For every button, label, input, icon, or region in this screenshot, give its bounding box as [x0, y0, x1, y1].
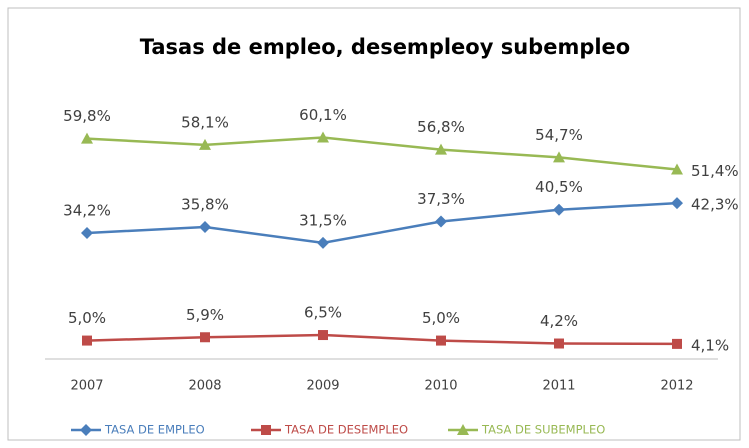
data-label: 5,0% — [422, 309, 460, 327]
data-label: 4,2% — [540, 312, 578, 330]
marker — [199, 221, 211, 234]
marker — [82, 335, 92, 346]
marker — [435, 215, 447, 228]
marker — [81, 132, 93, 144]
marker — [671, 197, 683, 210]
data-label: 34,2% — [63, 201, 111, 219]
legend-marker — [80, 424, 92, 436]
marker — [317, 236, 329, 249]
marker — [436, 335, 446, 346]
marker — [554, 338, 564, 349]
x-tick-label: 2012 — [660, 379, 693, 394]
data-label: 6,5% — [304, 304, 342, 322]
series-line — [86, 333, 678, 346]
data-label: 58,1% — [181, 113, 229, 131]
legend-marker — [457, 424, 469, 435]
legend-marker — [261, 425, 271, 435]
marker — [672, 338, 682, 349]
marker — [199, 138, 211, 150]
marker — [317, 131, 329, 143]
data-label: 42,3% — [691, 196, 739, 214]
data-label: 60,1% — [299, 106, 347, 124]
marker — [671, 163, 683, 175]
data-label: 56,8% — [417, 118, 465, 136]
chart-frame — [7, 7, 741, 441]
data-label: 4,1% — [691, 336, 729, 354]
legend-label: TASA DE DESEMPLEO — [284, 423, 408, 437]
x-tick-label: 2010 — [424, 379, 457, 394]
marker — [553, 203, 565, 216]
data-label: 5,0% — [68, 309, 106, 327]
x-tick-label: 2009 — [306, 379, 339, 394]
series-line — [86, 136, 678, 171]
x-tick-label: 2007 — [70, 379, 103, 394]
marker — [553, 151, 565, 163]
data-label: 59,8% — [63, 107, 111, 125]
data-label: 37,3% — [417, 190, 465, 208]
legend-label: TASA DE EMPLEO — [104, 423, 205, 437]
data-label: 5,9% — [186, 306, 224, 324]
x-tick-label: 2011 — [542, 379, 575, 394]
marker — [200, 332, 210, 343]
marker — [81, 226, 93, 239]
chart-title: Tasas de empleo, desempleoy subempleo — [140, 35, 630, 59]
x-tick-label: 2008 — [188, 379, 221, 394]
marker — [318, 330, 328, 341]
legend-label: TASA DE SUBEMPLEO — [481, 423, 605, 437]
data-label: 35,8% — [181, 196, 229, 214]
data-label: 51,4% — [691, 162, 739, 180]
data-label: 31,5% — [299, 211, 347, 229]
series-line — [86, 201, 678, 245]
marker — [435, 143, 447, 155]
data-label: 40,5% — [535, 178, 583, 196]
data-label: 54,7% — [535, 126, 583, 144]
